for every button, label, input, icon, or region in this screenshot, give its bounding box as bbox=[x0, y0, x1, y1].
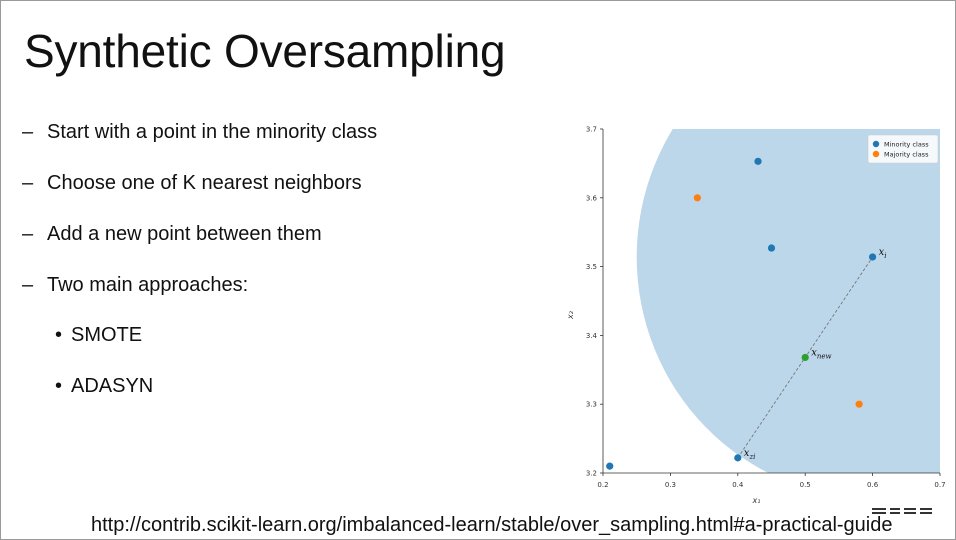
y-tick-label: 3.6 bbox=[586, 194, 598, 202]
bullet-text: Start with a point in the minority class bbox=[47, 121, 378, 143]
y-tick-label: 3.5 bbox=[586, 263, 597, 271]
minority-class-point bbox=[734, 454, 742, 462]
bullet-marker: – bbox=[22, 274, 34, 296]
synthetic-point bbox=[801, 353, 809, 362]
legend-marker bbox=[872, 150, 880, 158]
x-tick-label: 0.2 bbox=[597, 481, 608, 489]
bullet-marker: • bbox=[55, 375, 63, 397]
y-axis-label: x₂ bbox=[566, 310, 575, 320]
logo-mark bbox=[872, 508, 932, 514]
bullet-marker: • bbox=[55, 324, 63, 346]
x-tick-label: 0.6 bbox=[867, 481, 879, 489]
y-tick-label: 3.3 bbox=[586, 401, 597, 409]
bullet-item: – Start with a point in the minority cla… bbox=[22, 121, 378, 144]
minority-class-point bbox=[754, 157, 762, 165]
minority-class-point bbox=[767, 244, 776, 252]
bullet-marker: – bbox=[22, 223, 34, 245]
minority-class-point bbox=[869, 253, 877, 261]
sub-bullet-item: • SMOTE bbox=[55, 324, 143, 347]
bullet-item: – Add a new point between them bbox=[22, 223, 322, 246]
bullet-text: ADASYN bbox=[71, 375, 154, 397]
legend-marker bbox=[872, 140, 880, 148]
y-tick-label: 3.4 bbox=[586, 332, 598, 340]
minority-class-point bbox=[606, 462, 614, 470]
x-tick-label: 0.5 bbox=[800, 481, 811, 489]
slide-title: Synthetic Oversampling bbox=[24, 25, 506, 77]
legend-box bbox=[867, 134, 939, 164]
bullet-marker: – bbox=[22, 121, 34, 143]
majority-class-point bbox=[855, 400, 863, 408]
y-tick-label: 3.2 bbox=[586, 470, 597, 478]
bullet-text: SMOTE bbox=[71, 324, 143, 346]
sub-bullet-item: • ADASYN bbox=[55, 375, 154, 398]
x-axis-label: x₁ bbox=[752, 496, 761, 505]
legend-label: Majority class bbox=[884, 150, 929, 158]
point-annotation-i: xi bbox=[879, 247, 887, 260]
bullet-item: – Choose one of K nearest neighbors bbox=[22, 172, 362, 195]
legend-label: Minority class bbox=[884, 140, 929, 148]
bullet-text: Two main approaches: bbox=[47, 274, 249, 296]
bullet-text: Add a new point between them bbox=[47, 223, 322, 245]
bullet-text: Choose one of K nearest neighbors bbox=[47, 172, 362, 194]
majority-class-point bbox=[693, 194, 701, 202]
bullet-list: – Start with a point in the minority cla… bbox=[22, 121, 378, 398]
bullet-item: – Two main approaches: bbox=[22, 274, 249, 297]
x-tick-label: 0.7 bbox=[934, 481, 945, 489]
point-annotation-new: xnew bbox=[811, 347, 831, 360]
x-tick-label: 0.4 bbox=[732, 481, 744, 489]
y-tick-label: 3.7 bbox=[586, 126, 597, 134]
source-url[interactable]: http://contrib.scikit-learn.org/imbalanc… bbox=[91, 514, 893, 536]
x-tick-label: 0.3 bbox=[665, 481, 676, 489]
neighborhood-region bbox=[636, 129, 940, 473]
oversampling-scatter-plot: 0.2 0.3 0.4 0.5 0.6 0.7 3.2 3.3 3.4 3.5 3.6 3.7 x₁ x₂… bbox=[566, 126, 946, 506]
bullet-marker: – bbox=[22, 172, 34, 194]
point-annotation-zi: xzi bbox=[744, 448, 756, 461]
